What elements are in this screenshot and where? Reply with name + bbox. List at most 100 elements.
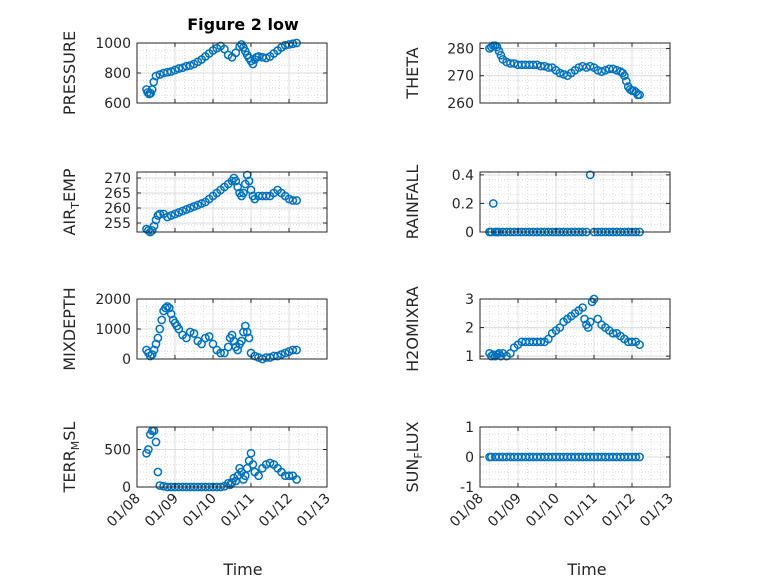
- data-point: [487, 351, 496, 361]
- data-point: [182, 61, 191, 71]
- subplot-pressure: 600 800 1000 PRESSURE: [60, 31, 328, 115]
- data-point: [248, 59, 258, 69]
- data-point: [153, 467, 163, 477]
- data-point: [288, 345, 298, 355]
- data-point: [292, 196, 301, 205]
- data-point: [608, 64, 618, 74]
- y-axis-label: AIRTEMP: [60, 168, 82, 235]
- y-tick-label: 260: [447, 96, 474, 112]
- y-axis-label: H2OMIXRA: [403, 286, 422, 372]
- data-point: [157, 315, 167, 325]
- y-axis-label: TERRMSL: [60, 422, 82, 494]
- data-point: [246, 448, 256, 458]
- data-point: [244, 176, 254, 186]
- data-point: [608, 328, 618, 338]
- data-point: [231, 48, 241, 58]
- data-point: [555, 68, 565, 78]
- data-point: [544, 63, 553, 72]
- data-point: [292, 475, 301, 484]
- y-tick-label: 0: [122, 352, 131, 368]
- y-tick-label: 1: [465, 420, 474, 436]
- data-point: [492, 350, 502, 360]
- data-point: [155, 209, 165, 219]
- data-point: [153, 211, 163, 220]
- data-point: [494, 46, 504, 56]
- y-tick-label: -1: [460, 480, 474, 496]
- data-point: [197, 339, 206, 349]
- figure-title: Figure 2 low: [187, 15, 299, 34]
- data-point: [585, 317, 595, 327]
- data-point: [583, 323, 593, 332]
- data-point: [182, 333, 191, 343]
- data-point: [631, 452, 641, 462]
- y-tick-label: 270: [104, 171, 131, 187]
- data-point: [239, 188, 248, 198]
- y-tick-label: 0: [465, 450, 474, 466]
- axes-box: [479, 42, 671, 104]
- data-point: [155, 324, 165, 334]
- y-axis-label: MIXDEPTH: [60, 287, 79, 370]
- y-tick-label: 0: [465, 225, 474, 241]
- data-point: [635, 452, 644, 462]
- subplot-rainfall: 0 0.2 0.4 RAINFALL: [403, 165, 671, 241]
- y-tick-label: 600: [104, 96, 131, 112]
- y-tick-label: 500: [104, 443, 131, 459]
- data-point: [620, 71, 629, 81]
- axes-box: [136, 171, 328, 233]
- y-axis-label: RAINFALL: [403, 165, 422, 240]
- data-point: [144, 226, 153, 235]
- data-point: [144, 445, 153, 454]
- data-point: [627, 337, 637, 347]
- y-axis-label: THETA: [403, 47, 422, 99]
- y-tick-label: 2: [465, 321, 474, 337]
- data-point: [292, 345, 301, 355]
- data-point: [147, 350, 157, 359]
- data-point: [220, 348, 229, 358]
- data-point: [204, 332, 214, 341]
- data-point: [635, 90, 644, 100]
- subplot-h2omixra: 1 2 3 H2OMIXRA: [403, 286, 671, 372]
- data-point: [488, 199, 498, 208]
- y-tick-label: 0.2: [452, 196, 474, 212]
- x-axis-label-left: Time: [222, 560, 262, 579]
- data-point: [585, 61, 595, 71]
- axes-box: [136, 426, 328, 488]
- y-axis-label: SUNFLUX: [403, 421, 425, 492]
- y-tick-label: 1000: [95, 322, 131, 338]
- data-point: [208, 339, 218, 349]
- y-tick-label: 0: [122, 480, 131, 496]
- data-point: [161, 303, 170, 313]
- data-point: [237, 336, 246, 346]
- x-axis-label-right: Time: [566, 560, 606, 579]
- y-tick-label: 1: [465, 349, 474, 365]
- data-point: [244, 333, 254, 343]
- data-point: [578, 303, 587, 312]
- data-point: [496, 50, 506, 60]
- data-point: [147, 226, 157, 235]
- data-point: [506, 348, 515, 358]
- data-point: [635, 340, 644, 350]
- y-tick-label: 255: [104, 216, 131, 232]
- y-tick-label: 280: [447, 41, 474, 57]
- data-point: [151, 437, 161, 447]
- data-point: [189, 329, 199, 338]
- y-tick-label: 265: [104, 186, 131, 202]
- data-point: [261, 191, 271, 201]
- axes-box: [479, 298, 671, 360]
- y-axis-label: PRESSURE: [60, 31, 79, 115]
- data-point: [288, 196, 298, 205]
- axes-box: [479, 171, 671, 233]
- data-point: [621, 76, 631, 86]
- subplot-theta: 260 270 280 THETA: [403, 41, 671, 112]
- data-point: [174, 324, 184, 334]
- data-point: [216, 348, 225, 358]
- subplot-mixdepth: 0 1000 2000 MIXDEPTH: [60, 287, 328, 371]
- data-point: [145, 351, 155, 361]
- data-point: [220, 44, 229, 54]
- y-tick-label: 1000: [95, 36, 131, 52]
- data-point: [153, 333, 163, 343]
- y-tick-label: 3: [465, 292, 474, 308]
